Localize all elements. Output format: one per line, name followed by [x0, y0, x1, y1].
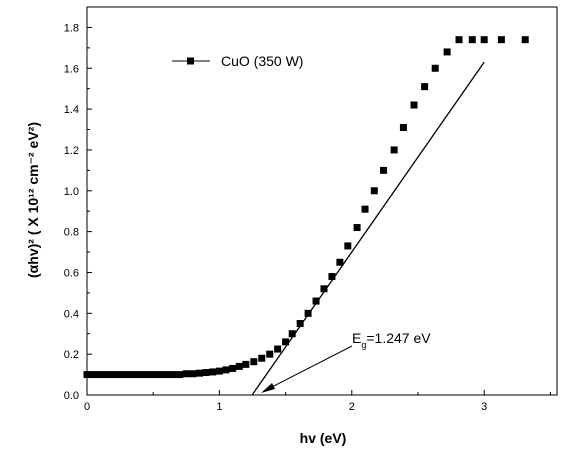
data-point — [103, 371, 111, 379]
x-tick-label: 3 — [481, 401, 487, 413]
data-point — [282, 338, 290, 346]
annotation-label: Eg=1.247 eV — [352, 330, 431, 350]
data-point — [390, 146, 398, 154]
y-tick-label: 1.8 — [64, 22, 79, 34]
data-point — [288, 330, 296, 338]
data-point — [361, 205, 369, 213]
data-point — [196, 369, 204, 377]
plot-frame — [86, 6, 558, 396]
x-tick-label: 0 — [84, 401, 90, 413]
data-point — [410, 101, 418, 109]
data-point — [209, 368, 217, 376]
legend-label: CuO (350 W) — [221, 53, 303, 69]
bandgap-annotation: Eg=1.247 eV — [261, 330, 431, 393]
y-tick-label: 1.4 — [64, 104, 79, 116]
data-point — [123, 371, 131, 379]
data-point — [90, 371, 98, 379]
data-point — [129, 371, 137, 379]
data-point — [497, 36, 505, 44]
data-point — [169, 371, 177, 379]
data-point — [336, 258, 344, 266]
data-point — [176, 371, 184, 379]
annotation-e: E — [352, 330, 361, 346]
x-tick-label: 1 — [216, 401, 222, 413]
data-point — [235, 362, 243, 370]
data-point — [304, 309, 312, 317]
x-axis-title: hv (eV) — [300, 430, 347, 446]
y-tick-label: 0.0 — [64, 390, 79, 402]
y-tick-label: 0.2 — [64, 349, 79, 361]
data-point — [455, 36, 463, 44]
data-point — [143, 371, 151, 379]
data-point — [274, 345, 282, 353]
x-tick-label: 2 — [349, 401, 355, 413]
y-tick-label: 0.8 — [64, 227, 79, 239]
annotation-arrowhead — [261, 383, 275, 393]
data-point — [222, 366, 230, 374]
data-point — [149, 371, 157, 379]
data-point — [162, 371, 170, 379]
data-point — [258, 354, 266, 362]
data-point — [353, 224, 361, 232]
data-point — [421, 83, 429, 91]
data-point — [380, 166, 388, 174]
legend: CuO (350 W) — [172, 53, 303, 69]
data-point — [431, 64, 439, 72]
data-point — [96, 371, 104, 379]
data-point — [215, 367, 223, 375]
y-tick-label: 0.4 — [64, 308, 79, 320]
data-point — [229, 364, 237, 372]
y-tick-label: 1.6 — [64, 63, 79, 75]
y-tick-label: 1.0 — [64, 186, 79, 198]
data-point — [320, 285, 328, 293]
y-tick-label: 1.2 — [64, 145, 79, 157]
data-point — [242, 360, 250, 368]
axis-ticks — [86, 6, 551, 396]
data-point — [266, 350, 274, 358]
data-point — [182, 370, 190, 378]
y-tick-label: 0.6 — [64, 267, 79, 279]
data-point — [468, 36, 476, 44]
data-point — [109, 371, 117, 379]
data-point — [480, 36, 488, 44]
data-point — [202, 369, 210, 377]
data-point — [136, 371, 144, 379]
data-point — [312, 297, 320, 305]
data-point — [328, 273, 336, 281]
data-point — [116, 371, 124, 379]
data-point — [156, 371, 164, 379]
data-point — [344, 242, 352, 250]
series-points — [83, 36, 529, 379]
data-point — [521, 36, 529, 44]
legend-marker — [187, 57, 194, 65]
annotation-arrow-line — [265, 345, 353, 391]
annotation-value: =1.247 eV — [366, 330, 431, 346]
fit-line — [251, 61, 485, 396]
axis-tick-labels: 0 1 2 3 0.0 0.2 0.4 0.6 0.8 1.0 1.2 1.4 1.6 1.8 — [64, 22, 488, 413]
data-point — [370, 187, 378, 195]
y-axis-title: (αhv)² ( X 10¹² cm⁻² eV²) — [25, 122, 41, 278]
data-point — [250, 358, 258, 366]
data-point — [83, 371, 91, 379]
data-point — [189, 370, 197, 378]
annotation-sub: g — [361, 340, 366, 350]
data-point — [443, 48, 451, 56]
data-point — [296, 320, 304, 328]
data-point — [399, 123, 407, 131]
